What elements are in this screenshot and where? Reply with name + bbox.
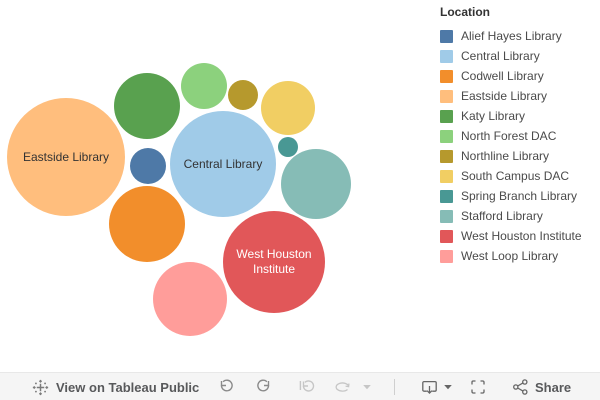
legend-items: Alief Hayes Library Central Library Codwel…: [440, 26, 598, 266]
legend-label: Alief Hayes Library: [461, 29, 562, 43]
share-button[interactable]: Share: [506, 373, 571, 400]
bubble-spring-branch-library[interactable]: [278, 137, 298, 157]
bubble-chart: Eastside Library Central Library West Hous…: [7, 63, 351, 336]
fullscreen-icon: [469, 378, 487, 396]
legend-label: Codwell Library: [461, 69, 544, 83]
bubble-label: Institute: [252, 262, 296, 276]
legend-swatch: [440, 229, 453, 243]
share-label: Share: [535, 379, 572, 395]
legend-item-spring-branch-library[interactable]: Spring Branch Library: [440, 186, 598, 206]
legend-swatch: [440, 89, 453, 103]
bubble-alief-hayes-library[interactable]: [130, 148, 166, 184]
bubble-central-library[interactable]: Central Library: [170, 111, 276, 217]
legend-label: West Houston Institute: [461, 229, 582, 243]
bubble-katy-library[interactable]: [114, 73, 180, 139]
legend-swatch: [440, 189, 453, 203]
legend-label: Stafford Library: [461, 209, 543, 223]
legend-swatch: [440, 129, 453, 143]
legend-label: Northline Library: [461, 149, 550, 163]
legend-swatch: [440, 49, 453, 63]
bubble-label: Eastside Library: [22, 149, 110, 164]
legend-swatch: [440, 149, 453, 163]
redo-icon: [256, 378, 274, 396]
legend-item-eastside-library[interactable]: Eastside Library: [440, 86, 598, 106]
bubble-west-loop-library[interactable]: [153, 262, 227, 336]
view-on-tableau-public-link[interactable]: View on Tableau Public: [32, 373, 199, 400]
reset-button[interactable]: [297, 373, 315, 400]
refresh-icon: [333, 378, 352, 396]
legend-item-codwell-library[interactable]: Codwell Library: [440, 66, 598, 86]
legend-swatch: [440, 109, 453, 123]
bubble-stafford-library[interactable]: [281, 149, 351, 219]
legend-label: North Forest DAC: [461, 129, 557, 143]
redo-button[interactable]: [256, 373, 274, 400]
caret-down-icon: [362, 383, 372, 391]
bubble-label: West Houston: [236, 247, 312, 261]
legend-label: South Campus DAC: [461, 169, 570, 183]
legend-label: West Loop Library: [461, 249, 559, 263]
bubble-eastside-library[interactable]: Eastside Library: [7, 98, 125, 216]
legend-swatch: [440, 249, 453, 263]
bubble-label: Central Library: [183, 156, 263, 171]
undo-icon: [216, 378, 234, 396]
bubble-north-forest-dac[interactable]: [181, 63, 227, 109]
share-icon: [512, 378, 529, 396]
legend-item-northline-library[interactable]: Northline Library: [440, 146, 598, 166]
legend-item-central-library[interactable]: Central Library: [440, 46, 598, 66]
bubble-northline-library[interactable]: [228, 80, 258, 110]
undo-button[interactable]: [216, 373, 234, 400]
bubble-south-campus-dac[interactable]: [261, 81, 315, 135]
bubble-codwell-library[interactable]: [109, 186, 185, 262]
download-button[interactable]: [420, 373, 439, 400]
legend-item-alief-hayes-library[interactable]: Alief Hayes Library: [440, 26, 598, 46]
tableau-logo-icon: [32, 379, 49, 396]
legend-swatch: [440, 209, 453, 223]
legend-swatch: [440, 69, 453, 83]
replay-icon: [297, 378, 315, 396]
legend-item-west-houston-institute[interactable]: West Houston Institute: [440, 226, 598, 246]
legend-title: Location: [440, 5, 490, 19]
caret-down-icon: [443, 383, 453, 391]
fullscreen-button[interactable]: [469, 373, 487, 400]
legend-item-stafford-library[interactable]: Stafford Library: [440, 206, 598, 226]
download-icon: [420, 378, 439, 396]
refresh-button[interactable]: [333, 373, 352, 400]
bubble-west-houston-institute[interactable]: West Houston Institute: [223, 211, 325, 313]
toolbar-more-button[interactable]: [362, 373, 372, 400]
legend-item-south-campus-dac[interactable]: South Campus DAC: [440, 166, 598, 186]
legend-label: Eastside Library: [461, 89, 548, 103]
download-menu-button[interactable]: [443, 373, 453, 400]
toolbar-divider: [394, 379, 395, 395]
view-on-tableau-public-label: View on Tableau Public: [56, 379, 200, 395]
legend-item-north-forest-dac[interactable]: North Forest DAC: [440, 126, 598, 146]
toolbar: View on Tableau Public: [0, 372, 600, 400]
legend-label: Katy Library: [461, 109, 526, 123]
legend-item-katy-library[interactable]: Katy Library: [440, 106, 598, 126]
color-legend: Location Alief Hayes Library Central Libr…: [440, 5, 598, 266]
legend-label: Spring Branch Library: [461, 189, 578, 203]
legend-label: Central Library: [461, 49, 540, 63]
legend-swatch: [440, 169, 453, 183]
legend-swatch: [440, 29, 453, 43]
legend-item-west-loop-library[interactable]: West Loop Library: [440, 246, 598, 266]
